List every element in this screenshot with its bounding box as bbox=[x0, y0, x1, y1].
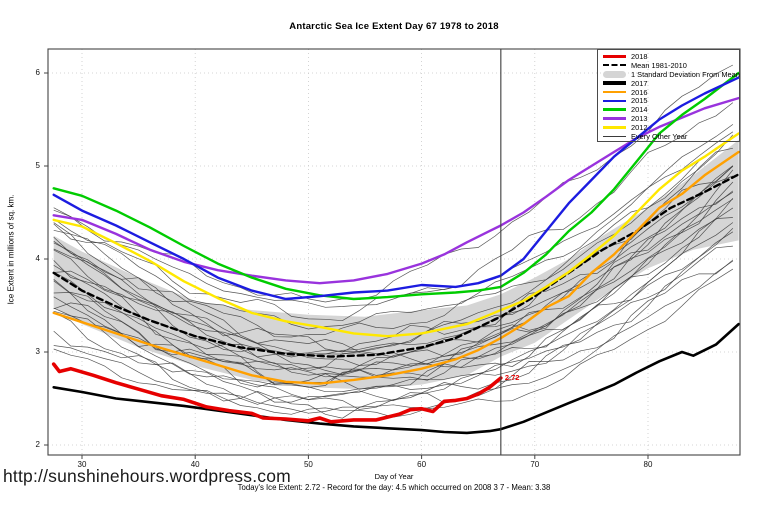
legend-swatch-line bbox=[603, 126, 626, 129]
series-2018-line bbox=[51, 362, 503, 424]
legend-item: 1 Standard Deviation From Mean bbox=[603, 69, 740, 79]
series-2014-line bbox=[52, 71, 740, 301]
legend-item: 2012 bbox=[603, 123, 739, 132]
legend-swatch-glyph bbox=[603, 108, 626, 112]
legend: 2018 Mean 1981-2010 1 Standard Deviation F… bbox=[597, 49, 740, 142]
legend-swatch-glyph bbox=[603, 135, 626, 137]
status-line: Today's Ice Extent: 2.72 - Record for th… bbox=[237, 483, 551, 492]
other-year-line bbox=[53, 169, 734, 388]
legend-item: 2015 bbox=[603, 96, 739, 105]
legend-swatch-glyph bbox=[603, 81, 626, 85]
legend-label: 2016 bbox=[631, 87, 648, 97]
legend-swatch-glyph bbox=[603, 90, 626, 94]
other-year-line bbox=[53, 190, 734, 375]
other-year-line bbox=[53, 131, 734, 330]
legend-item: Mean 1981-2010 bbox=[603, 61, 739, 70]
legend-swatch-glyph bbox=[603, 64, 626, 67]
legend-label: 2018 bbox=[631, 51, 648, 61]
x-tick-label: 70 bbox=[530, 460, 540, 469]
other-year-line bbox=[53, 259, 734, 419]
series-2012-line bbox=[52, 132, 740, 338]
legend-swatch-band bbox=[603, 70, 626, 78]
series-2017-line bbox=[52, 322, 740, 435]
legend-item: 2014 bbox=[603, 105, 739, 114]
legend-swatch-line bbox=[603, 90, 626, 94]
std-dev-band bbox=[53, 140, 739, 390]
x-tick-label: 60 bbox=[417, 460, 427, 469]
legend-label: 2015 bbox=[631, 96, 648, 106]
legend-swatch-line-thick bbox=[603, 81, 626, 85]
legend-swatch-glyph bbox=[603, 54, 626, 59]
legend-swatch-glyph bbox=[603, 70, 626, 78]
legend-swatch-glyph bbox=[603, 99, 626, 103]
other-year-line bbox=[53, 124, 734, 308]
chart-title: Antarctic Sea Ice Extent Day 67 1978 to … bbox=[289, 21, 499, 32]
legend-item: Every Other Year bbox=[603, 132, 739, 141]
other-year-line bbox=[53, 245, 733, 410]
x-tick-label: 30 bbox=[77, 460, 87, 469]
other-year-line bbox=[53, 222, 734, 393]
legend-item: 2017 bbox=[603, 79, 739, 88]
other-year-line bbox=[53, 147, 733, 353]
other-year-line bbox=[53, 260, 734, 414]
legend-swatch-line bbox=[603, 108, 626, 112]
legend-swatch-line-thick bbox=[603, 54, 626, 59]
x-tick-label: 50 bbox=[303, 460, 313, 469]
x-tick-label: 40 bbox=[190, 460, 200, 469]
series-2015-line bbox=[52, 76, 740, 301]
other-year-line bbox=[53, 197, 734, 385]
legend-swatch-line bbox=[603, 117, 626, 120]
y-tick-label: 5 bbox=[35, 161, 40, 170]
legend-swatch-line-thin bbox=[603, 135, 626, 137]
legend-label: Every Other Year bbox=[631, 131, 688, 141]
y-tick-label: 4 bbox=[35, 254, 40, 263]
current-value-annotation: 2.72 bbox=[504, 373, 520, 383]
legend-label: 2013 bbox=[631, 114, 648, 124]
x-axis-title: Day of Year bbox=[374, 472, 414, 481]
series-2016-line bbox=[52, 150, 740, 385]
site-url-link[interactable]: http://sunshinehours.wordpress.com bbox=[3, 466, 291, 486]
legend-swatch-glyph bbox=[603, 117, 626, 120]
plot-frame bbox=[47, 48, 741, 456]
legend-item: 2013 bbox=[603, 114, 739, 123]
legend-label: 2012 bbox=[631, 123, 648, 133]
x-tick-label: 80 bbox=[643, 460, 653, 469]
other-year-line bbox=[53, 207, 734, 376]
y-tick-label: 2 bbox=[35, 440, 40, 449]
other-year-line bbox=[53, 231, 734, 400]
legend-swatch-dash bbox=[603, 64, 626, 67]
legend-item: 2018 bbox=[603, 52, 739, 61]
y-tick-label: 3 bbox=[35, 347, 40, 356]
legend-label: 2014 bbox=[631, 105, 648, 115]
legend-label: 1 Standard Deviation From Mean bbox=[631, 69, 740, 79]
other-year-line bbox=[53, 217, 733, 390]
legend-swatch-line bbox=[603, 99, 626, 103]
legend-label: 2017 bbox=[631, 78, 648, 88]
legend-item: 2016 bbox=[603, 88, 739, 97]
y-tick-label: 6 bbox=[35, 68, 40, 77]
other-year-line bbox=[53, 175, 734, 366]
legend-swatch-glyph bbox=[603, 126, 626, 129]
legend-label: Mean 1981-2010 bbox=[631, 60, 687, 70]
